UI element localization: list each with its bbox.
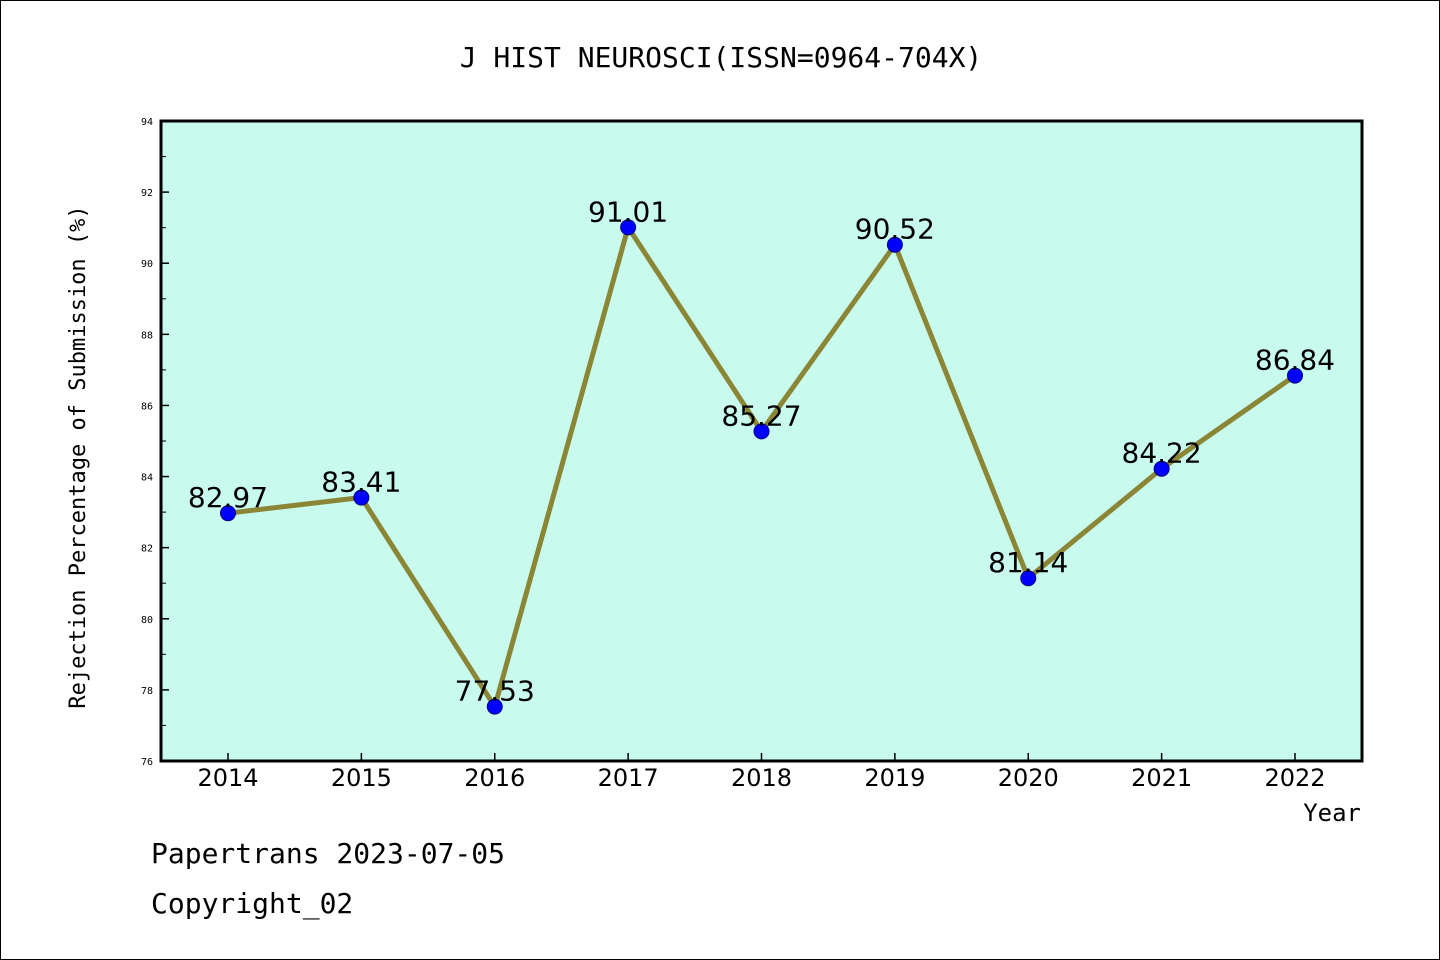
x-tick-label: 2019: [864, 764, 925, 792]
x-tick-label: 2022: [1264, 764, 1325, 792]
footer-date: Papertrans 2023-07-05: [151, 837, 506, 870]
data-label: 86.84: [1255, 344, 1335, 377]
data-label: 81.14: [988, 546, 1068, 579]
y-axis-label: Rejection Percentage of Submission (%): [66, 205, 91, 708]
x-tick-label: 2017: [598, 764, 659, 792]
x-tick-label: 2014: [197, 764, 258, 792]
data-point: [486, 698, 503, 715]
plot-area: [161, 121, 1362, 761]
data-label: 77.53: [455, 675, 535, 708]
axes: 76 78 80 82 84 86 88 90 92 94 2014 2015 2016 2017 2018…: [141, 117, 1326, 792]
y-tick-label: 76: [141, 757, 153, 768]
chart-title: J HIST NEUROSCI(ISSN=0964-704X): [460, 41, 983, 74]
x-tick-label: 2018: [731, 764, 792, 792]
series-rejection: [220, 219, 1303, 715]
y-tick-label: 92: [141, 188, 153, 199]
y-tick-label: 82: [141, 544, 153, 555]
y-tick-label: 84: [141, 473, 153, 484]
data-label: 85.27: [721, 399, 801, 432]
y-tick-label: 86: [141, 401, 153, 412]
data-point: [353, 489, 370, 506]
x-tick-label: 2021: [1131, 764, 1192, 792]
data-point: [1287, 367, 1303, 384]
data-point: [620, 219, 637, 236]
footer-copyright: Copyright_02: [151, 887, 354, 920]
data-point: [753, 423, 770, 440]
y-tick-label: 90: [141, 259, 153, 270]
x-axis-label: Year: [1303, 799, 1361, 827]
data-label: 83.41: [321, 466, 401, 499]
data-label: 84.22: [1122, 437, 1202, 470]
x-tick-label: 2015: [331, 764, 392, 792]
plot-frame: [159, 119, 1364, 763]
y-tick-label: 78: [141, 686, 153, 697]
y-tick-label: 88: [141, 330, 153, 341]
x-tick-label: 2020: [998, 764, 1059, 792]
data-point: [1020, 570, 1037, 587]
data-point: [1153, 460, 1170, 477]
data-label: 90.52: [855, 213, 935, 246]
data-label: 82.97: [188, 481, 268, 514]
data-labels: 82.97 83.41 77.53 91.01 85.27 90.52 81.14 84.22…: [188, 195, 1335, 707]
y-tick-label: 94: [141, 117, 153, 128]
data-point: [220, 505, 236, 522]
x-tick-label: 2016: [464, 764, 525, 792]
data-point: [886, 236, 903, 253]
y-tick-label: 80: [141, 615, 153, 626]
data-label: 91.01: [588, 195, 668, 228]
